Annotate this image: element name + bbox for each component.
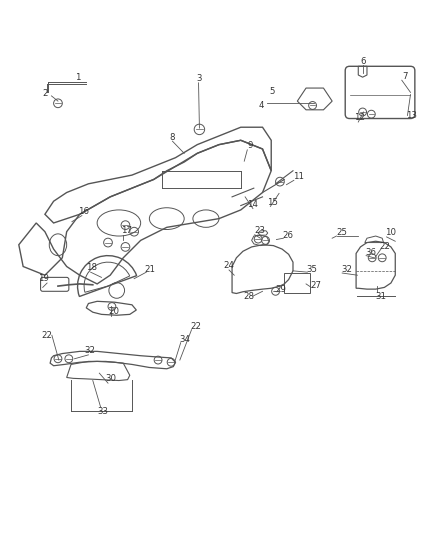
Text: 21: 21 [145,265,156,274]
Text: 30: 30 [106,374,117,383]
Text: 12: 12 [354,113,365,122]
Text: 32: 32 [341,265,352,274]
Text: 28: 28 [243,292,254,301]
Text: 22: 22 [380,241,391,251]
Text: 3: 3 [197,74,202,83]
Text: 16: 16 [78,207,89,216]
Text: 8: 8 [170,133,175,142]
Text: 32: 32 [84,346,95,355]
Text: 33: 33 [97,407,108,416]
Text: 7: 7 [403,72,408,81]
Text: 5: 5 [269,87,275,96]
Text: 10: 10 [385,229,396,238]
Text: 14: 14 [247,200,258,209]
Text: 17: 17 [121,227,132,235]
Text: 24: 24 [223,261,234,270]
Text: 23: 23 [254,227,265,235]
Text: 27: 27 [311,281,321,290]
Text: 1: 1 [75,72,80,82]
Text: 20: 20 [108,307,119,316]
Text: 6: 6 [361,56,366,66]
Text: 25: 25 [337,229,348,238]
Text: 13: 13 [406,111,417,120]
Text: 11: 11 [293,172,304,181]
Text: 31: 31 [375,292,386,301]
Text: 15: 15 [267,198,278,207]
Text: 22: 22 [42,331,53,340]
Text: 19: 19 [38,274,49,283]
Text: 2: 2 [42,89,48,98]
Text: 34: 34 [180,335,191,344]
Text: 9: 9 [247,141,253,150]
Text: 36: 36 [365,248,376,257]
Text: 26: 26 [282,231,293,240]
Text: 35: 35 [306,265,317,274]
Text: 29: 29 [276,285,287,294]
Text: 18: 18 [86,263,97,272]
Text: 4: 4 [258,101,264,110]
Text: 22: 22 [191,322,201,331]
